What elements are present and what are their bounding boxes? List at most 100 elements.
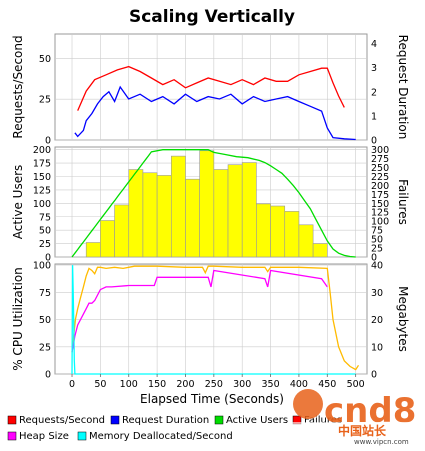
- y-tick-label: 100: [33, 199, 51, 210]
- legend-swatch: [214, 415, 224, 425]
- bar: [284, 211, 300, 258]
- series-line: [71, 265, 356, 375]
- x-axis-title: Elapsed Time (Seconds): [140, 392, 284, 406]
- y2-tick-label: 50: [371, 235, 383, 246]
- y-axis-title: Active Users: [11, 165, 25, 240]
- legend: Requests/Second Request Duration Active Us…: [7, 415, 342, 442]
- bar: [227, 164, 243, 258]
- panel-requests: 0 25 50 0 1 2 3 4 Requests/Second Request Duratio…: [11, 33, 410, 147]
- legend-swatch: [110, 415, 120, 425]
- watermark-logo: cnd8 中国站长 www.vipcn.com: [288, 382, 422, 446]
- y-tick-label: 150: [33, 172, 51, 183]
- y-tick-label: 50: [39, 226, 51, 237]
- watermark-ribbon: [292, 422, 418, 440]
- y2-tick-label: 30: [371, 288, 383, 299]
- y-tick-label: 100: [33, 261, 51, 272]
- bar: [199, 150, 215, 258]
- x-tick-label: 200: [176, 379, 194, 390]
- watermark-badge-circle: [293, 389, 323, 419]
- x-tick-label: 100: [120, 379, 138, 390]
- x-tick-label: 500: [347, 379, 365, 390]
- y2-tick-label: 40: [371, 261, 383, 272]
- legend-swatch: [7, 415, 17, 425]
- y2-tick-label: 3: [371, 63, 377, 74]
- bar: [142, 172, 158, 258]
- legend-label: Requests/Second: [19, 415, 105, 426]
- y2-tick-label: 0: [371, 136, 377, 147]
- series-line: [71, 149, 356, 258]
- y-tick-label: 25: [39, 239, 51, 250]
- bar: [256, 203, 271, 258]
- y2-axis-title: Failures: [396, 179, 410, 225]
- x-tick-label: 150: [148, 379, 166, 390]
- bar: [312, 243, 328, 258]
- y2-tick-label: 0: [371, 370, 377, 381]
- y2-tick-label: 125: [371, 208, 389, 219]
- legend-label: Heap Size: [19, 431, 69, 442]
- x-tick-label: 0: [69, 379, 75, 390]
- chart-title: Scaling Vertically: [129, 7, 295, 27]
- panel-cpu-utilization: 0 25 50 75 100 0 10 20 30 40 % CPU Utilization Mega…: [11, 261, 410, 390]
- bar: [170, 155, 186, 258]
- x-tick-label: 350: [261, 379, 279, 390]
- y2-tick-label: 75: [371, 226, 383, 237]
- y2-tick-label: 150: [371, 199, 389, 210]
- legend-swatch: [7, 431, 17, 441]
- y2-tick-label: 2: [371, 87, 377, 98]
- y2-axis-title: Request Duration: [396, 35, 410, 140]
- y2-tick-label: 175: [371, 190, 389, 201]
- y-tick-label: 50: [39, 315, 51, 326]
- y-tick-label: 75: [39, 288, 51, 299]
- y2-tick-label: 300: [371, 145, 389, 156]
- y-tick-label: 0: [45, 136, 51, 147]
- bar: [270, 205, 286, 258]
- watermark-subtext: www.vipcn.com: [354, 438, 409, 446]
- y2-tick-label: 25: [371, 244, 383, 255]
- bar: [241, 162, 257, 258]
- y-tick-label: 175: [33, 159, 51, 170]
- bar: [100, 220, 115, 258]
- y-tick-label: 0: [45, 253, 51, 264]
- plot-area: [54, 263, 368, 375]
- legend-label: Request Duration: [122, 415, 209, 426]
- y2-tick-label: 1: [371, 111, 377, 122]
- y2-tick-label: 4: [371, 39, 377, 50]
- legend-swatch: [77, 431, 87, 441]
- bar: [114, 204, 130, 258]
- y-tick-label: 75: [39, 212, 51, 223]
- bar: [85, 242, 101, 258]
- panel-active-users: 0255075100125150175200025507510012515017…: [11, 145, 410, 263]
- x-tick-label: 450: [318, 379, 336, 390]
- x-tick-label: 250: [205, 379, 223, 390]
- bar: [185, 178, 200, 258]
- x-tick-label: 400: [290, 379, 308, 390]
- y-tick-label: 25: [39, 95, 51, 106]
- y2-tick-label: 20: [371, 315, 383, 326]
- legend-label: Memory Deallocated/Second: [89, 431, 233, 442]
- legend-label: Failures: [304, 415, 342, 426]
- bar: [128, 169, 144, 258]
- y2-tick-label: 200: [371, 181, 389, 192]
- y-axis-title: % CPU Utilization: [11, 267, 25, 371]
- y2-tick-label: 0: [371, 253, 377, 264]
- y2-tick-label: 100: [371, 217, 389, 228]
- x-tick-label: 50: [94, 379, 106, 390]
- bar: [213, 169, 229, 258]
- y2-tick-label: 10: [371, 342, 383, 353]
- y-tick-label: 200: [33, 145, 51, 156]
- y-tick-label: 125: [33, 185, 51, 196]
- series-line: [77, 65, 345, 111]
- y-tick-label: 0: [45, 370, 51, 381]
- y2-tick-label: 225: [371, 172, 389, 183]
- bar: [298, 224, 314, 258]
- y2-tick-label: 275: [371, 154, 389, 165]
- plot-area: [54, 33, 368, 141]
- legend-label: Active Users: [226, 415, 288, 426]
- series-line: [74, 85, 356, 141]
- y-tick-label: 25: [39, 342, 51, 353]
- y-tick-label: 50: [39, 54, 51, 65]
- bar: [156, 175, 172, 258]
- series-line: [71, 265, 360, 371]
- series-line: [71, 269, 328, 353]
